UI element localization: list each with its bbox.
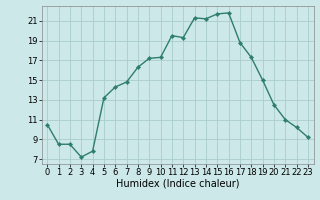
X-axis label: Humidex (Indice chaleur): Humidex (Indice chaleur) [116, 179, 239, 189]
